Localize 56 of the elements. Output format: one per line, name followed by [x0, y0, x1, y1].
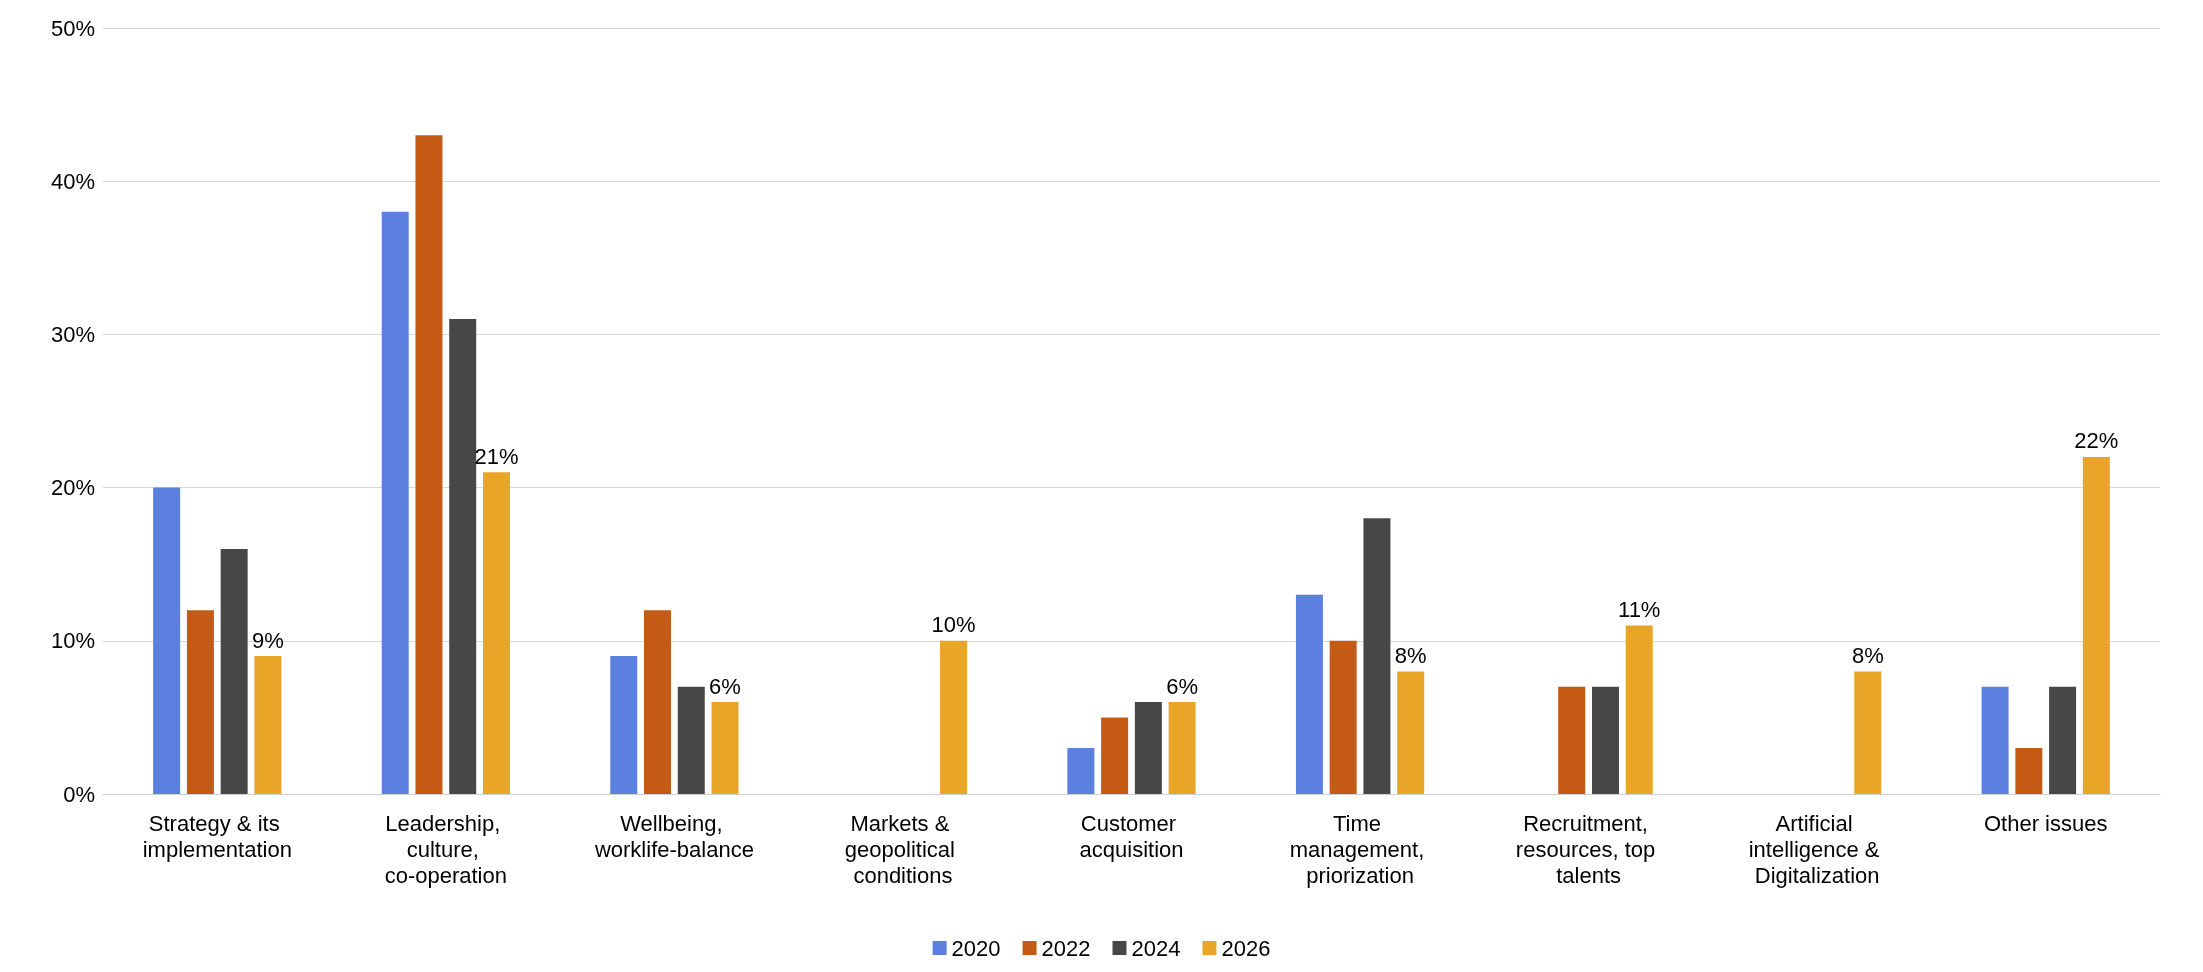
y-tick-label: 40% — [50, 168, 95, 194]
data-label: 9% — [252, 627, 284, 653]
data-label: 6% — [709, 673, 741, 699]
y-tick-label: 0% — [63, 781, 95, 807]
data-label: 10% — [931, 612, 976, 638]
y-tick-label: 10% — [50, 628, 95, 654]
bar — [1625, 625, 1653, 794]
x-tick-label: Artificial intelligence & Digitalization — [1748, 810, 1886, 888]
x-tick-label: Markets & geopolitical conditions — [844, 810, 962, 888]
x-tick-label: Strategy & its implementation — [142, 810, 292, 862]
legend-label: 2020 — [951, 935, 1001, 961]
bar — [940, 640, 968, 794]
bar — [1558, 686, 1586, 794]
bar — [1101, 717, 1129, 794]
y-tick-label: 20% — [50, 475, 95, 501]
legend-label: 2022 — [1041, 935, 1091, 961]
bar — [220, 548, 248, 794]
bar — [254, 656, 282, 794]
bar — [415, 135, 443, 794]
data-label: 11% — [1618, 596, 1661, 622]
data-label: 22% — [2074, 428, 2119, 454]
x-tick-label: Recruitment, resources, top talents — [1515, 810, 1662, 888]
x-tick-label: Time management, priorization — [1289, 810, 1431, 888]
data-label: 6% — [1166, 673, 1199, 699]
bar — [1329, 640, 1357, 794]
x-tick-label: Other issues — [1983, 810, 2108, 836]
y-tick-label: 50% — [50, 15, 95, 41]
bar — [711, 702, 739, 794]
bar — [1363, 518, 1391, 794]
bar — [2015, 748, 2043, 794]
bar — [381, 211, 409, 794]
bar — [186, 610, 214, 794]
x-tick-label: Wellbeing, worklife-balance — [593, 810, 754, 862]
bar — [153, 487, 181, 794]
bar — [644, 610, 672, 794]
bar — [1134, 702, 1162, 794]
bar — [2049, 686, 2077, 794]
bar — [610, 656, 638, 794]
bar — [1981, 686, 2009, 794]
y-tick-label: 30% — [50, 321, 95, 347]
x-tick-label: Leadership, culture, co-operation — [384, 810, 507, 888]
bar — [482, 472, 510, 794]
data-label: 8% — [1851, 642, 1884, 668]
bar — [1295, 594, 1323, 794]
legend-label: 2026 — [1221, 935, 1271, 961]
bar — [449, 319, 477, 794]
data-label: 8% — [1394, 642, 1427, 668]
bar — [1168, 702, 1196, 794]
bar — [1067, 748, 1095, 794]
legend-label: 2024 — [1131, 935, 1181, 961]
x-tick-label: Customer acquisition — [1079, 810, 1184, 862]
bar — [1591, 686, 1619, 794]
bar — [677, 686, 705, 794]
bar — [1854, 671, 1882, 794]
bar — [1397, 671, 1425, 794]
bar — [2082, 456, 2110, 794]
